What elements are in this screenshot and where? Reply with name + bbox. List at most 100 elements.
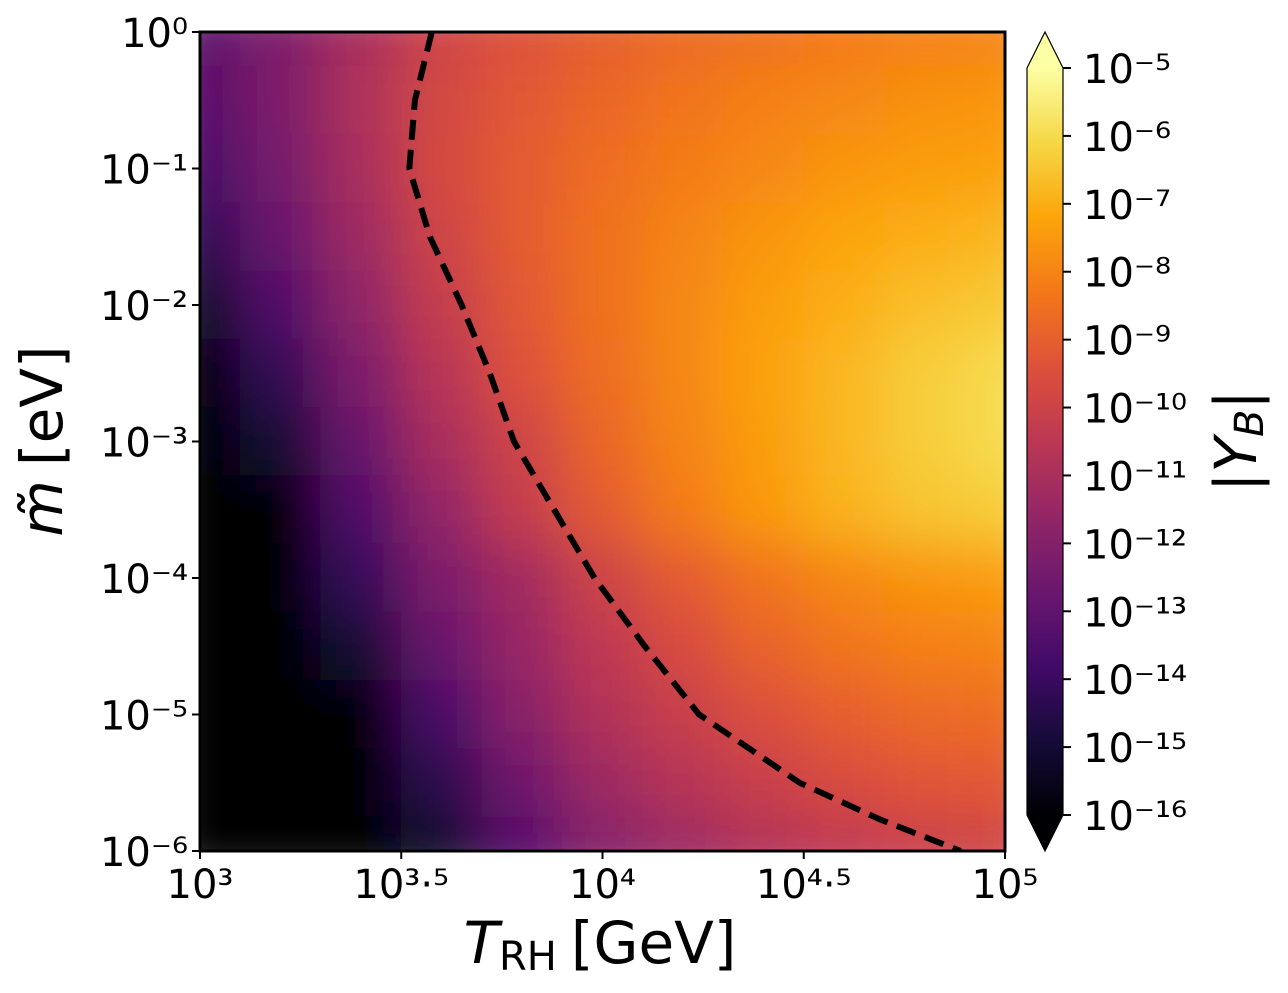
heatmap-cell [803, 748, 885, 818]
colorbar-tick-label: 10⁻¹⁰ [1083, 387, 1187, 433]
heatmap-cell [239, 475, 322, 545]
heatmap-cell [481, 679, 563, 750]
heatmap-cell [400, 32, 483, 67]
heatmap-cell [883, 748, 966, 818]
heatmap-cell [320, 65, 402, 135]
heatmap-cell [561, 816, 644, 851]
heatmap-cell [883, 202, 966, 272]
x-axis-label: TRH [GeV] [464, 909, 737, 980]
y-tick-label: 10⁻¹ [100, 148, 188, 194]
x-tick-label: 10⁴·⁵ [756, 862, 852, 908]
heatmap-cell [642, 32, 724, 67]
heatmap-cell [239, 611, 322, 681]
colorbar-tick-label: 10⁻¹² [1083, 522, 1187, 568]
heatmap-cell [320, 748, 402, 818]
heatmap-cell [883, 611, 966, 681]
heatmap-cell [400, 406, 483, 477]
heatmap-cell [964, 270, 1005, 340]
heatmap-cell [481, 816, 563, 851]
heatmap-cell [481, 475, 563, 545]
y-tick-label: 10⁻⁵ [100, 694, 188, 740]
heatmap-cell [561, 611, 644, 681]
heatmap-cell [200, 406, 241, 477]
heatmap-cell [883, 65, 966, 135]
heatmap-cell [239, 32, 322, 67]
heatmap-cell [320, 270, 402, 340]
heatmap-cell [642, 65, 724, 135]
overlay [406, 32, 962, 851]
y-label-symbol: m̃ [8, 480, 76, 537]
x-label-unit: [GeV] [571, 909, 737, 977]
colorbar-label-symbol: Y [1202, 432, 1270, 472]
heatmap-cell [400, 338, 483, 408]
heatmap-cell [320, 679, 402, 750]
heatmap-cell [642, 816, 724, 851]
heatmap-cell [642, 133, 724, 204]
heatmap-cell [803, 202, 885, 272]
heatmap-cell [964, 475, 1005, 545]
heatmap-cell [400, 816, 483, 851]
heatmap-cell [320, 406, 402, 477]
heatmap-cell [481, 32, 563, 67]
heatmap-cell [239, 133, 322, 204]
heatmap-cell [883, 543, 966, 613]
heatmap-cell [561, 475, 644, 545]
colorbar-tick-label: 10⁻⁸ [1083, 251, 1171, 297]
heatmap-cell [642, 202, 724, 272]
heatmap-cell [722, 406, 805, 477]
colorbar-tick-label: 10⁻¹¹ [1083, 454, 1187, 500]
heatmap-cell [561, 406, 644, 477]
heatmap-cell [239, 202, 322, 272]
y-tick-label: 10⁰ [121, 11, 188, 57]
heatmap-cell [200, 202, 241, 272]
colorbar-tick-label: 10⁻¹⁵ [1083, 726, 1187, 772]
colorbar-tick-label: 10⁻¹⁴ [1083, 658, 1187, 704]
heatmap-cell [722, 816, 805, 851]
colorbar-extend-max [1027, 32, 1063, 68]
heatmap-cell [964, 748, 1005, 818]
heatmap-cell [239, 65, 322, 135]
colorbar-tick-label: 10⁻¹³ [1083, 590, 1187, 636]
heatmap-cell [481, 270, 563, 340]
y-tick-label: 10⁻⁶ [100, 830, 188, 876]
colorbar-label-subscript: B [1227, 410, 1273, 437]
heatmap-cell [883, 679, 966, 750]
heatmap-cell [883, 475, 966, 545]
heatmap-cell [722, 270, 805, 340]
heatmap [200, 32, 1005, 851]
heatmap-cell [964, 133, 1005, 204]
heatmap-cell [320, 32, 402, 67]
heatmap-cell [200, 270, 241, 340]
heatmap-cell [400, 679, 483, 750]
heatmap-cell [964, 32, 1005, 67]
heatmap-cell [642, 338, 724, 408]
heatmap-cell [320, 338, 402, 408]
heatmap-cell [964, 679, 1005, 750]
heatmap-cell [481, 611, 563, 681]
colorbar-tick-label: 10⁻⁷ [1083, 183, 1171, 229]
heatmap-cell [803, 270, 885, 340]
heatmap-cell [239, 748, 322, 818]
y-axis-label: m̃ [eV] [8, 345, 76, 536]
heatmap-cell [883, 406, 966, 477]
heatmap-cell [239, 816, 322, 851]
heatmap-cell [481, 65, 563, 135]
x-label-symbol: T [464, 909, 504, 977]
colorbar-label-prefix: | [1202, 472, 1270, 492]
heatmap-cell [722, 611, 805, 681]
heatmap-cell [239, 338, 322, 408]
y-tick-label: 10⁻² [100, 284, 188, 330]
colorbar-tick-label: 10⁻⁵ [1083, 47, 1171, 93]
heatmap-cell [481, 202, 563, 272]
heatmap-cell [400, 475, 483, 545]
heatmap-cell [481, 406, 563, 477]
heatmap-cell [561, 133, 644, 204]
heatmap-cell [200, 338, 241, 408]
heatmap-cell [400, 611, 483, 681]
colorbar-tick-label: 10⁻⁹ [1083, 319, 1171, 365]
colorbar [1027, 68, 1063, 815]
x-tick-label: 10⁵ [972, 862, 1039, 908]
heatmap-cell [803, 611, 885, 681]
heatmap-cell [481, 748, 563, 818]
